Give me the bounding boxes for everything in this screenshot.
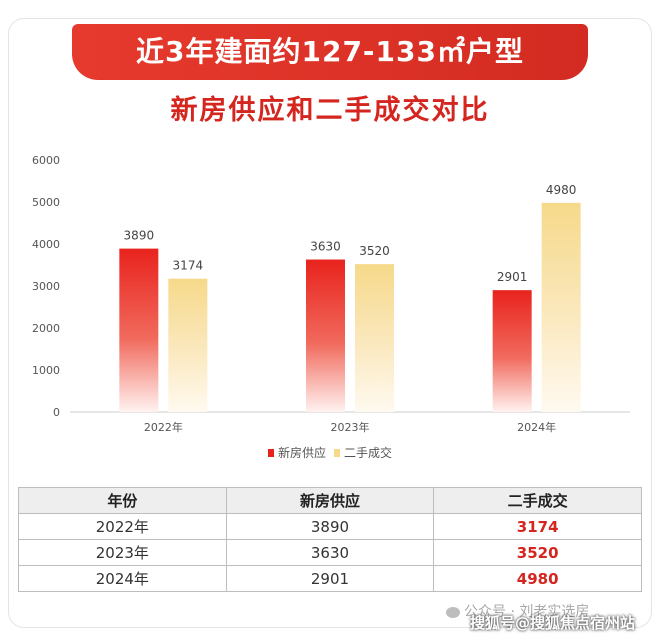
bar-value-label: 3890 [124, 229, 155, 243]
y-tick-label: 0 [53, 406, 60, 419]
table-cell-new-supply: 3630 [225, 539, 435, 566]
x-tick-label: 2022年 [144, 420, 183, 434]
bar [306, 259, 345, 412]
table-row: 2023年 3630 3520 [18, 539, 642, 566]
data-table: 年份 新房供应 二手成交 2022年 3890 3174 2023年 3630 … [18, 487, 642, 592]
bar-chart: 0 1000 2000 3000 4000 5000 6000 2022年 2023年 2024年… [32, 154, 630, 460]
bar-value-label: 3630 [310, 240, 341, 254]
legend-swatch [334, 449, 340, 457]
table-header-cell: 新房供应 [225, 487, 435, 514]
table-cell-new-supply: 3890 [225, 513, 435, 540]
table-header-row: 年份 新房供应 二手成交 [18, 487, 642, 514]
bar-value-label: 3174 [173, 259, 204, 273]
bar-value-label: 3520 [359, 244, 390, 258]
bar [355, 264, 394, 412]
y-tick-label: 4000 [32, 238, 60, 251]
bar [541, 202, 581, 412]
bar [492, 290, 532, 412]
table-cell-year: 2023年 [18, 539, 227, 566]
y-tick-label: 2000 [32, 322, 60, 335]
banner-title: 近3年建面约127-133㎡户型 [72, 24, 588, 80]
y-tick-label: 5000 [32, 196, 60, 209]
wechat-icon [446, 606, 460, 618]
bar-value-label: 4980 [546, 183, 577, 197]
table-row: 2022年 3890 3174 [18, 513, 642, 540]
y-tick-label: 6000 [32, 154, 60, 167]
bar [168, 278, 208, 412]
chart-subtitle: 新房供应和二手成交对比 [170, 95, 490, 126]
x-tick-label: 2024年 [517, 420, 556, 434]
table-cell-year: 2024年 [18, 565, 227, 592]
x-tick-label: 2023年 [331, 420, 370, 434]
table-cell-resale: 4980 [433, 565, 642, 592]
table-cell-new-supply: 2901 [225, 565, 435, 592]
bar-value-label: 2901 [497, 270, 528, 284]
legend-label: 二手成交 [344, 445, 392, 460]
table-header-cell: 二手成交 [433, 487, 642, 514]
y-tick-label: 3000 [32, 280, 60, 293]
legend-swatch [268, 449, 274, 457]
table-cell-resale: 3520 [433, 539, 642, 566]
table-header-cell: 年份 [18, 487, 227, 514]
watermark-sohu: 搜狐号@搜狐焦点宿州站 [470, 614, 636, 632]
watermark-wechat-text: 公众号 · 刘老实选房 [464, 604, 590, 620]
bar [119, 248, 159, 412]
y-tick-label: 1000 [32, 364, 60, 377]
table-cell-year: 2022年 [18, 513, 227, 540]
watermark-wechat: 公众号 · 刘老实选房 [446, 601, 589, 621]
table-cell-resale: 3174 [433, 513, 642, 540]
legend-label: 新房供应 [278, 445, 326, 460]
table-row: 2024年 2901 4980 [18, 565, 642, 592]
